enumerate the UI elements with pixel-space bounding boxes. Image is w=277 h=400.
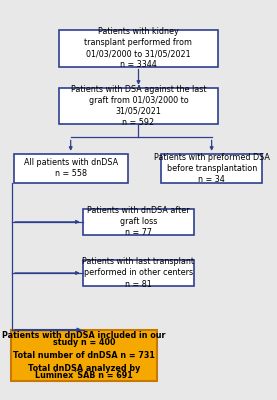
FancyBboxPatch shape bbox=[14, 154, 128, 182]
Text: Patients with DSA against the last
graft from 01/03/2000 to
31/05/2021
n = 592: Patients with DSA against the last graft… bbox=[71, 85, 206, 127]
FancyBboxPatch shape bbox=[59, 30, 218, 66]
Text: Patients with kidney
transplant performed from
01/03/2000 to 31/05/2021
n = 3344: Patients with kidney transplant performe… bbox=[84, 27, 193, 70]
Text: Total number of dnDSA n = 731: Total number of dnDSA n = 731 bbox=[13, 351, 155, 360]
FancyBboxPatch shape bbox=[11, 330, 157, 382]
Text: Patients with dnDSA included in our: Patients with dnDSA included in our bbox=[2, 331, 166, 340]
Text: Luminex´SAB n = 691: Luminex´SAB n = 691 bbox=[35, 371, 133, 380]
Text: All patients with dnDSA
n = 558: All patients with dnDSA n = 558 bbox=[24, 158, 118, 178]
Text: Patients with preformed DSA
before transplantation
n = 34: Patients with preformed DSA before trans… bbox=[154, 152, 270, 184]
Text: Total dnDSA analyzed by: Total dnDSA analyzed by bbox=[28, 364, 140, 373]
Text: Patients with dnDSA after
graft loss
n = 77: Patients with dnDSA after graft loss n =… bbox=[87, 206, 190, 238]
FancyBboxPatch shape bbox=[59, 88, 218, 124]
FancyBboxPatch shape bbox=[161, 154, 262, 182]
FancyBboxPatch shape bbox=[83, 209, 194, 235]
FancyBboxPatch shape bbox=[83, 260, 194, 286]
Text: study n = 400: study n = 400 bbox=[53, 338, 115, 347]
Text: Patients with last transplant
performed in other centers
n = 81: Patients with last transplant performed … bbox=[83, 257, 194, 288]
